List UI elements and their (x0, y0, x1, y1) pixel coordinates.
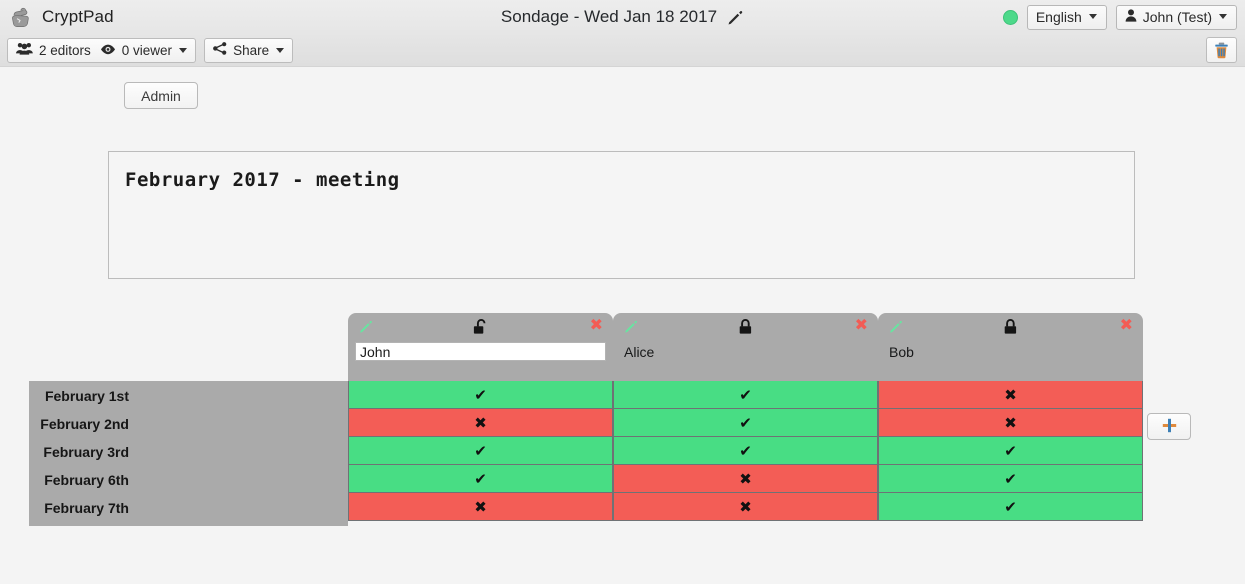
connection-status-indicator (1002, 9, 1018, 25)
poll-column-header-icons: ✖ (348, 313, 613, 341)
unlock-icon[interactable] (472, 318, 489, 339)
vote-cell[interactable]: ✔ (348, 437, 613, 465)
app-header: CryptPad Sondage - Wed Jan 18 2017 Engli… (0, 0, 1245, 67)
admin-button[interactable]: Admin (124, 82, 198, 109)
eye-icon (100, 43, 116, 58)
poll-column-header: ✖ Bob (878, 313, 1143, 381)
poll-column-header: ✖ (348, 313, 613, 381)
pencil-icon[interactable] (624, 319, 639, 337)
share-button[interactable]: Share (204, 37, 294, 63)
row-label: February 2nd (40, 416, 129, 432)
share-icon (213, 42, 227, 58)
row-label: February 7th (44, 500, 129, 516)
close-icon[interactable]: ✖ (589, 315, 603, 334)
close-icon[interactable]: ✖ (854, 315, 868, 334)
poll-column-header-icons: ✖ (613, 313, 878, 341)
poll-row-labels: February 1st February 2nd February 3rd F… (29, 381, 348, 526)
chevron-down-icon (1219, 14, 1227, 19)
row-label: February 3rd (43, 444, 129, 460)
pencil-icon[interactable] (889, 319, 904, 337)
vote-cell[interactable]: ✔ (348, 381, 613, 409)
poll-column-alice: ✖ Alice ✔ ✔ ✔ ✖ ✖ (613, 313, 878, 521)
poll-table: February 1st February 2nd February 3rd F… (0, 313, 1245, 526)
page-body: Admin February 2017 - meeting February 1… (0, 67, 1245, 584)
trash-icon[interactable] (1206, 37, 1237, 63)
brand-name: CryptPad (42, 7, 114, 26)
poll-column-bob: ✖ Bob ✖ ✖ ✔ ✔ ✔ (878, 313, 1143, 521)
row-label: February 6th (44, 472, 129, 488)
poll-description-box[interactable]: February 2017 - meeting (108, 151, 1135, 279)
share-label: Share (233, 42, 270, 58)
editors-count-label: 2 editors (39, 42, 91, 58)
vote-cell[interactable]: ✖ (348, 493, 613, 521)
add-column-button[interactable] (1147, 413, 1191, 440)
brand[interactable]: CryptPad (8, 0, 114, 34)
users-icon (16, 42, 33, 58)
document-title-wrap: Sondage - Wed Jan 18 2017 (0, 0, 1245, 34)
pencil-icon[interactable] (359, 319, 374, 337)
chevron-down-icon (276, 47, 285, 53)
close-icon[interactable]: ✖ (1119, 315, 1133, 334)
page-title: Sondage - Wed Jan 18 2017 (500, 7, 718, 26)
toolbar-left: 2 editors 0 viewer (7, 34, 294, 66)
vote-cell[interactable]: ✖ (613, 465, 878, 493)
user-menu-button[interactable]: John (Test) (1115, 4, 1237, 30)
row-label: February 1st (44, 388, 129, 404)
header-right-controls: English John (Test) (1002, 0, 1237, 34)
poll-column-name: Alice (624, 344, 655, 360)
vote-cell[interactable]: ✔ (878, 437, 1143, 465)
vote-cell[interactable]: ✔ (613, 409, 878, 437)
poll-column-header: ✖ Alice (613, 313, 878, 381)
presence-button[interactable]: 2 editors 0 viewer (7, 37, 197, 63)
lock-icon[interactable] (738, 318, 753, 339)
vote-cell[interactable]: ✖ (878, 409, 1143, 437)
pencil-icon[interactable] (727, 9, 744, 26)
header-bottom-row: 2 editors 0 viewer (0, 34, 1245, 66)
language-select[interactable]: English (1026, 4, 1107, 30)
user-label: John (Test) (1142, 8, 1212, 25)
vote-cell[interactable]: ✔ (878, 465, 1143, 493)
vote-cell[interactable]: ✖ (348, 409, 613, 437)
vote-cell[interactable]: ✔ (348, 465, 613, 493)
vote-cell[interactable]: ✖ (878, 381, 1143, 409)
poll-column-header-icons: ✖ (878, 313, 1143, 341)
chevron-down-icon (1088, 14, 1097, 19)
vote-cell[interactable]: ✖ (613, 493, 878, 521)
plus-icon (1162, 418, 1177, 436)
poll-column-john: ✖ ✔ ✖ ✔ ✔ ✖ (348, 313, 613, 521)
vote-cell[interactable]: ✔ (613, 381, 878, 409)
vote-cell[interactable]: ✔ (878, 493, 1143, 521)
chevron-down-icon (179, 47, 188, 53)
user-icon (1125, 8, 1137, 25)
vote-cell[interactable]: ✔ (613, 437, 878, 465)
poll-column-name-input[interactable] (355, 342, 606, 361)
lock-icon[interactable] (1003, 318, 1018, 339)
language-label: English (1035, 8, 1082, 25)
toolbar-right (1206, 34, 1237, 66)
poll-description-text: February 2017 - meeting (125, 169, 400, 191)
poll-column-name: Bob (889, 344, 914, 360)
viewers-count-label: 0 viewer (121, 42, 173, 58)
fist-logo-icon (8, 4, 34, 30)
header-top-row: CryptPad Sondage - Wed Jan 18 2017 Engli… (0, 0, 1245, 34)
